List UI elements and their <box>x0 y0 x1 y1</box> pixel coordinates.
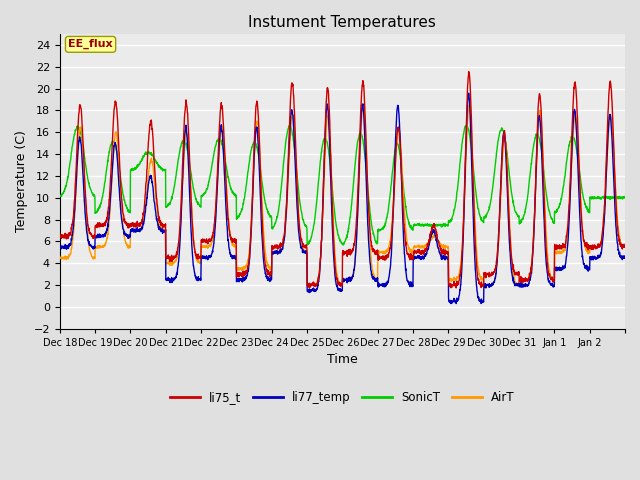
Text: EE_flux: EE_flux <box>68 39 113 49</box>
Legend: li75_t, li77_temp, SonicT, AirT: li75_t, li77_temp, SonicT, AirT <box>165 386 520 408</box>
Y-axis label: Temperature (C): Temperature (C) <box>15 131 28 232</box>
X-axis label: Time: Time <box>327 353 358 366</box>
Title: Instument Temperatures: Instument Temperatures <box>248 15 436 30</box>
